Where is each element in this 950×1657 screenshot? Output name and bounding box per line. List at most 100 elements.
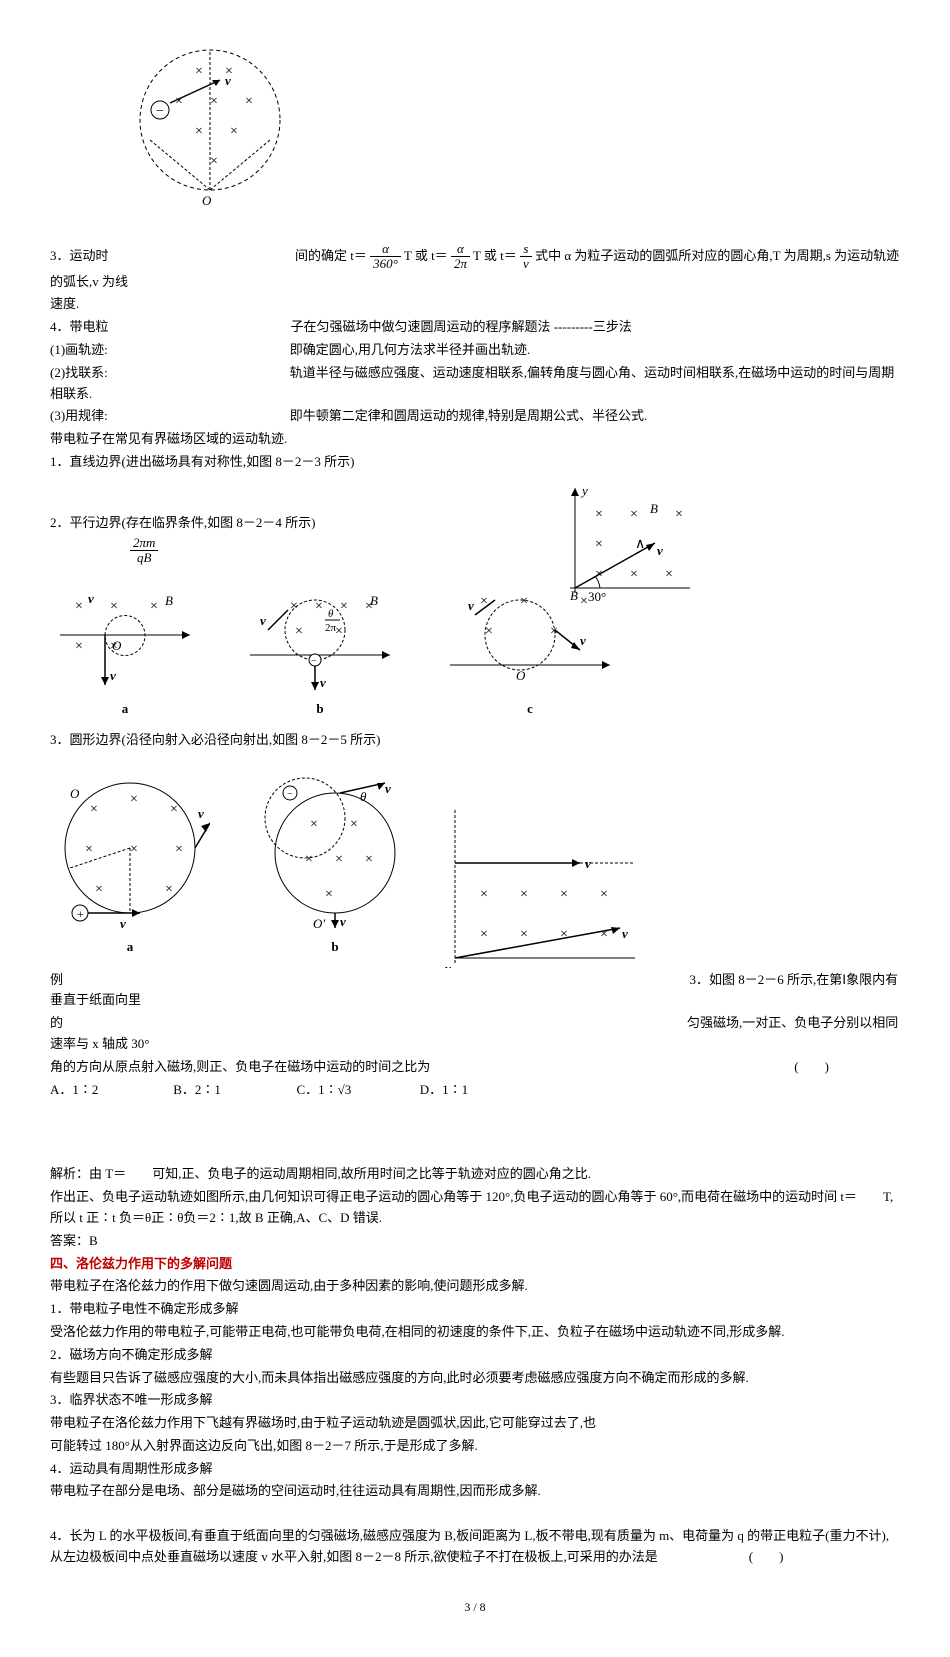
svg-text:−: −: [287, 789, 293, 800]
svg-text:v: v: [385, 781, 391, 796]
right-quadrant-diagram: × × × × × × × × v v v: [440, 798, 640, 968]
svg-text:O: O: [112, 638, 122, 653]
svg-text:v: v: [320, 675, 326, 690]
svg-text:×: ×: [560, 887, 568, 902]
line4-3: (3)用规律: 即牛顿第二定律和圆周运动的规律,特别是周期公式、半径公式.: [50, 406, 900, 427]
analysis: 解析：由 T＝ 可知,正、负电子的运动周期相同,故所用时间之比等于轨迹对应的圆心…: [50, 1164, 900, 1185]
s4-4: 4．运动具有周期性形成多解: [50, 1459, 900, 1480]
svg-text:O: O: [202, 193, 212, 208]
s4-1-body: 受洛伦兹力作用的带电粒子,可能带正电荷,也可能带负电荷,在相同的初速度的条件下,…: [50, 1322, 900, 1343]
svg-text:×: ×: [480, 927, 488, 942]
item2: 2．平行边界(存在临界条件,如图 8－2－4 所示): [50, 513, 900, 534]
svg-text:×: ×: [600, 887, 608, 902]
svg-text:v: v: [657, 543, 663, 558]
svg-text:y: y: [580, 483, 588, 498]
svg-text:B: B: [370, 593, 378, 608]
svg-text:B: B: [650, 501, 658, 516]
analysis2: 作出正、负电子运动轨迹如图所示,由几何知识可得正电子运动的圆心角等于 120°,…: [50, 1187, 900, 1229]
abc-row-2: × × × × × × × × O + v v a: [50, 763, 420, 958]
svg-text:×: ×: [665, 567, 673, 582]
svg-text:v: v: [580, 633, 586, 648]
svg-text:×: ×: [210, 94, 218, 109]
svg-text:×: ×: [675, 507, 683, 522]
svg-text:×: ×: [210, 154, 218, 169]
s4-2-body: 有些题目只告诉了磁感应强度的大小,而未具体指出磁感应强度的方向,此时必须要考虑磁…: [50, 1368, 900, 1389]
page-number: 3 / 8: [50, 1598, 900, 1617]
svg-text:×: ×: [130, 842, 138, 857]
coord-diagram: y × × × B × ∧ × × × v 30°: [560, 483, 700, 603]
s4-2: 2．磁场方向不确定形成多解: [50, 1345, 900, 1366]
example-text3: 角的方向从原点射入磁场,则正、负电子在磁场中运动的时间之比为 ( ): [50, 1057, 900, 1078]
svg-text:O: O: [516, 668, 526, 683]
svg-text:×: ×: [595, 537, 603, 552]
svg-text:×: ×: [325, 887, 333, 902]
svg-text:θ: θ: [328, 608, 334, 620]
svg-text:v: v: [260, 613, 266, 628]
svg-text:×: ×: [335, 624, 343, 639]
svg-text:×: ×: [340, 599, 348, 614]
svg-text:−: −: [311, 656, 317, 667]
svg-text:×: ×: [90, 802, 98, 817]
svg-text:×: ×: [630, 507, 638, 522]
svg-text:O′: O′: [313, 916, 325, 931]
svg-text:×: ×: [600, 927, 608, 942]
svg-text:×: ×: [110, 599, 118, 614]
svg-text:×: ×: [195, 64, 203, 79]
svg-text:×: ×: [315, 599, 323, 614]
svg-text:×: ×: [75, 599, 83, 614]
svg-text:×: ×: [480, 887, 488, 902]
svg-text:v: v: [622, 926, 628, 941]
svg-text:v: v: [88, 591, 94, 606]
svg-text:×: ×: [175, 94, 183, 109]
svg-text:×: ×: [175, 842, 183, 857]
s4-1: 1．带电粒子电性不确定形成多解: [50, 1299, 900, 1320]
example-text2: 的 匀强磁场,一对正、负电子分别以相同速率与 x 轴成 30°: [50, 1013, 900, 1055]
item1: 1．直线边界(进出磁场具有对称性,如图 8－2－3 所示): [50, 452, 900, 473]
line4-2: (2)找联系: 轨道半径与磁感应强度、运动速度相联系,偏转角度与圆心角、运动时间…: [50, 363, 900, 405]
svg-text:×: ×: [595, 507, 603, 522]
svg-text:v: v: [110, 668, 116, 683]
section4-intro: 带电粒子在洛伦兹力的作用下做匀速圆周运动,由于多种因素的影响,使问题形成多解.: [50, 1276, 900, 1297]
svg-text:×: ×: [305, 852, 313, 867]
svg-text:×: ×: [560, 927, 568, 942]
svg-text:×: ×: [520, 887, 528, 902]
svg-text:×: ×: [630, 567, 638, 582]
svg-text:v: v: [468, 598, 474, 613]
svg-text:O: O: [70, 786, 80, 801]
svg-text:×: ×: [85, 842, 93, 857]
abc-row-1: × × × × × B v v O a × × × × B × × v: [50, 575, 900, 720]
svg-text:×: ×: [335, 852, 343, 867]
svg-text:×: ×: [230, 124, 238, 139]
svg-text:×: ×: [195, 124, 203, 139]
svg-text:×: ×: [290, 599, 298, 614]
svg-text:×: ×: [75, 639, 83, 654]
svg-text:×: ×: [130, 792, 138, 807]
svg-text:v: v: [445, 961, 451, 968]
example-text: 例 3．如图 8－2－6 所示,在第Ⅰ象限内有垂直于纸面向里: [50, 970, 900, 1012]
item3: 3．圆形边界(沿径向射入必沿径向射出,如图 8－2－5 所示): [50, 730, 900, 751]
svg-text:×: ×: [150, 599, 158, 614]
options: A．1∶2 B．2∶1 C．1∶√3 D．1∶1: [50, 1080, 900, 1101]
q4: 4．长为 L 的水平极板间,有垂直于纸面向里的匀强磁场,磁感应强度为 B,板间距…: [50, 1526, 900, 1568]
svg-text:×: ×: [485, 624, 493, 639]
svg-text:×: ×: [295, 624, 303, 639]
svg-text:B: B: [165, 593, 173, 608]
svg-text:×: ×: [520, 927, 528, 942]
svg-text:θ: θ: [360, 789, 367, 804]
svg-text:×: ×: [365, 852, 373, 867]
svg-text:+: +: [77, 907, 84, 921]
s4-4-body: 带电粒子在部分是电场、部分是磁场的空间运动时,往往运动具有周期性,因而形成多解.: [50, 1481, 900, 1502]
s4-3-body2: 可能转过 180°从入射界面这边反向飞出,如图 8－2－7 所示,于是形成了多解…: [50, 1436, 900, 1457]
svg-text:−: −: [156, 104, 164, 119]
svg-text:×: ×: [520, 594, 528, 609]
svg-text:×: ×: [245, 94, 253, 109]
svg-text:v: v: [120, 916, 126, 931]
answer: 答案：B: [50, 1231, 900, 1252]
svg-text:30°: 30°: [588, 589, 606, 603]
line4-1: (1)画轨迹: 即确定圆心,用几何方法求半径并画出轨迹.: [50, 340, 900, 361]
svg-text:v: v: [225, 73, 231, 88]
top-diagram: × × × × × × × × − v O: [120, 40, 300, 220]
svg-text:×: ×: [95, 882, 103, 897]
line3: 3．运动时 间的确定 t＝ α360° T 或 t＝ α2π T 或 t＝ sv…: [50, 242, 900, 292]
line3b: 速度.: [50, 294, 900, 315]
